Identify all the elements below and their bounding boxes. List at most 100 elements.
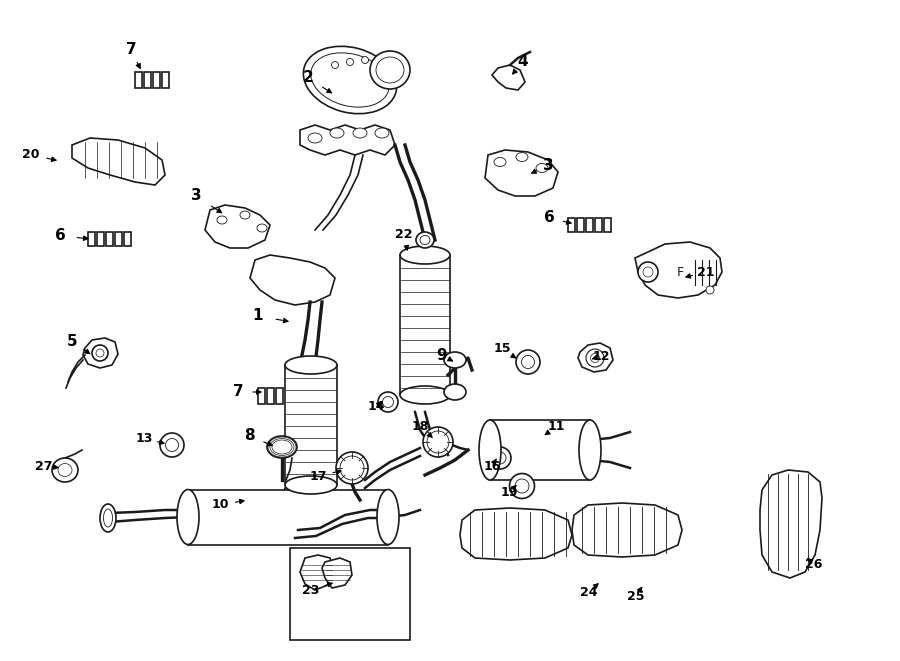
Text: 17: 17 [310, 469, 327, 483]
Text: 10: 10 [212, 498, 229, 512]
Text: 22: 22 [395, 227, 413, 241]
Ellipse shape [330, 128, 344, 138]
Ellipse shape [310, 53, 389, 107]
Ellipse shape [362, 56, 368, 63]
Ellipse shape [52, 458, 78, 482]
Ellipse shape [100, 504, 116, 532]
Ellipse shape [240, 211, 250, 219]
Ellipse shape [336, 452, 368, 484]
Bar [595, 218, 602, 232]
Polygon shape [322, 558, 352, 588]
Ellipse shape [217, 216, 227, 224]
Ellipse shape [160, 433, 184, 457]
Ellipse shape [489, 447, 511, 469]
Bar [604, 218, 611, 232]
Ellipse shape [521, 356, 535, 368]
Ellipse shape [268, 437, 296, 457]
Ellipse shape [420, 235, 430, 245]
Ellipse shape [375, 128, 389, 138]
Polygon shape [485, 150, 558, 196]
Ellipse shape [382, 397, 393, 407]
Ellipse shape [285, 356, 337, 374]
Ellipse shape [638, 262, 658, 282]
Text: 8: 8 [244, 428, 255, 444]
Ellipse shape [516, 153, 528, 161]
Text: 13: 13 [135, 432, 153, 446]
Ellipse shape [590, 354, 599, 362]
Text: 6: 6 [544, 210, 554, 225]
Polygon shape [300, 555, 335, 590]
Bar [290, 548, 410, 640]
Bar [267, 388, 274, 404]
Ellipse shape [340, 456, 364, 480]
Ellipse shape [270, 438, 294, 455]
Text: 11: 11 [547, 420, 565, 434]
Text: 21: 21 [698, 266, 715, 278]
Text: 23: 23 [302, 584, 320, 596]
Bar [276, 388, 283, 404]
Ellipse shape [706, 286, 714, 294]
Ellipse shape [346, 59, 354, 65]
Polygon shape [250, 255, 335, 305]
Text: 5: 5 [67, 334, 77, 348]
Ellipse shape [272, 440, 292, 454]
Ellipse shape [516, 350, 540, 374]
Polygon shape [205, 205, 270, 248]
Ellipse shape [166, 438, 178, 451]
Text: 3: 3 [191, 188, 202, 204]
Ellipse shape [376, 57, 404, 83]
Text: 25: 25 [627, 590, 644, 602]
Text: F: F [677, 266, 684, 278]
Text: 12: 12 [592, 350, 610, 362]
Text: 26: 26 [806, 557, 823, 570]
Ellipse shape [96, 349, 104, 357]
Ellipse shape [494, 157, 506, 167]
Text: 14: 14 [367, 401, 385, 414]
Bar [568, 218, 575, 232]
Ellipse shape [586, 349, 604, 367]
Text: 27: 27 [35, 459, 53, 473]
Ellipse shape [267, 436, 297, 458]
Ellipse shape [303, 46, 397, 114]
Ellipse shape [331, 61, 338, 69]
Text: 19: 19 [500, 485, 518, 498]
Ellipse shape [515, 479, 529, 493]
Bar [124, 232, 131, 246]
Ellipse shape [370, 51, 410, 89]
Ellipse shape [423, 427, 453, 457]
Ellipse shape [444, 352, 466, 368]
Bar [153, 72, 160, 88]
Ellipse shape [400, 386, 450, 404]
Text: 20: 20 [22, 149, 40, 161]
Bar [162, 72, 169, 88]
Ellipse shape [308, 133, 322, 143]
Ellipse shape [444, 384, 466, 400]
Polygon shape [275, 488, 308, 532]
Polygon shape [460, 508, 572, 560]
Ellipse shape [643, 267, 653, 277]
Ellipse shape [285, 476, 337, 494]
Text: 6: 6 [55, 229, 66, 243]
Bar [88, 232, 95, 246]
Polygon shape [572, 503, 682, 557]
Ellipse shape [479, 420, 501, 480]
Bar [490, 420, 590, 480]
Polygon shape [72, 138, 165, 185]
Text: 16: 16 [483, 459, 500, 473]
Bar [258, 388, 265, 404]
Ellipse shape [536, 163, 548, 173]
Bar [285, 365, 337, 485]
Ellipse shape [378, 392, 398, 412]
Ellipse shape [400, 246, 450, 264]
Bar [97, 232, 104, 246]
Ellipse shape [579, 420, 601, 480]
Bar [115, 232, 122, 246]
Ellipse shape [177, 490, 199, 545]
Text: 7: 7 [233, 385, 243, 399]
Bar [188, 490, 388, 545]
Polygon shape [760, 470, 822, 578]
Text: 7: 7 [126, 42, 136, 58]
Text: 24: 24 [580, 586, 598, 598]
Polygon shape [300, 125, 395, 155]
Text: 1: 1 [253, 309, 263, 323]
